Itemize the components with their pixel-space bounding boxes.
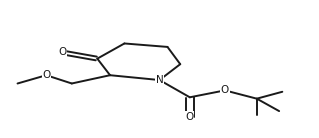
- Text: O: O: [58, 47, 66, 57]
- Text: N: N: [156, 75, 163, 85]
- Text: O: O: [221, 85, 229, 95]
- Text: O: O: [42, 70, 50, 80]
- Text: O: O: [186, 112, 194, 122]
